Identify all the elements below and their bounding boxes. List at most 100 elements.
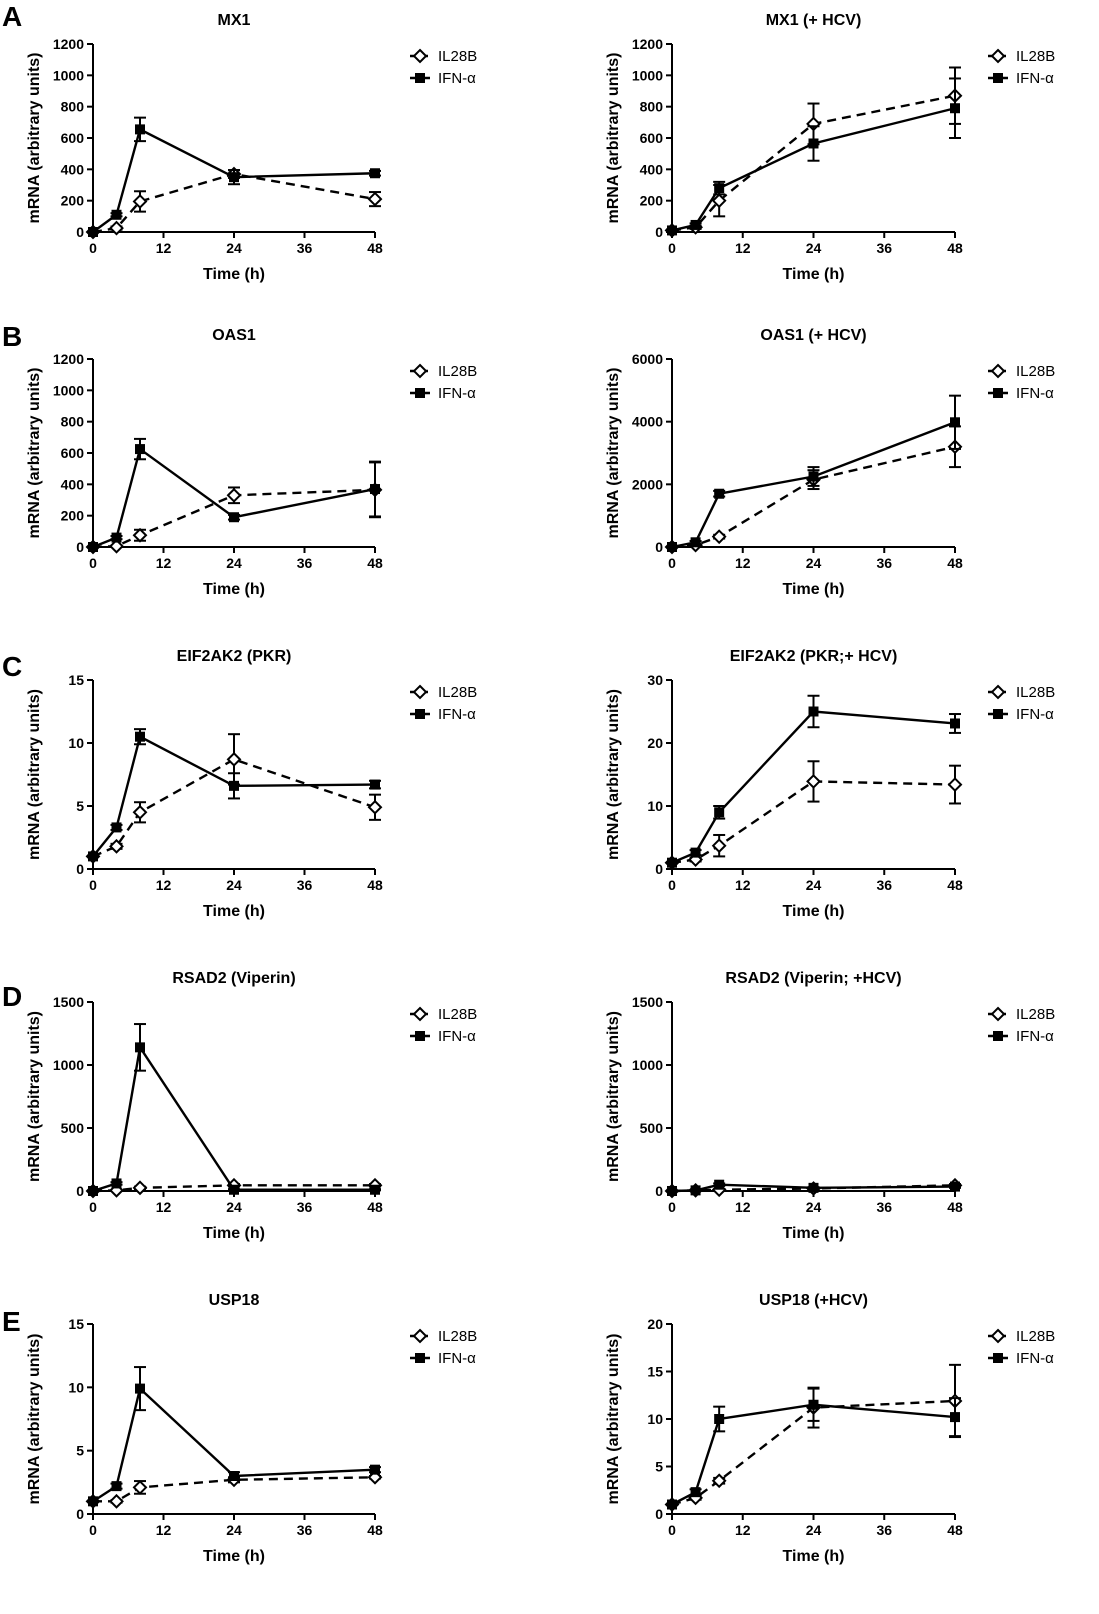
y-tick-label: 5 — [76, 798, 84, 814]
data-point-ifn — [714, 807, 725, 818]
data-point-ifn — [135, 731, 145, 742]
data-point-ifn — [714, 1179, 725, 1190]
legend-label-il28b: IL28B — [438, 363, 477, 380]
data-point-ifn — [667, 857, 677, 868]
data-point-ifn — [690, 537, 701, 548]
data-point-il28b — [711, 1473, 727, 1489]
chart-title: MX1 — [218, 12, 251, 29]
legend-label-il28b: IL28B — [1016, 1006, 1055, 1023]
y-tick-label: 6000 — [632, 351, 663, 367]
chart-8: RSAD2 (Viperin; +HCV) 0 500 1000 1500 0 12 24 36… — [605, 970, 1055, 1242]
legend-label-il28b: IL28B — [438, 1006, 477, 1023]
chart-4: OAS1 (+ HCV) 0 2000 4000 6000 0 12 24 36 48 Time (… — [605, 327, 1055, 598]
data-point-ifn — [950, 103, 960, 114]
x-tick-label: 48 — [947, 877, 963, 893]
data-point-ifn — [370, 168, 380, 179]
legend-label-ifn: IFN-α — [1016, 706, 1054, 723]
x-tick-label: 24 — [806, 240, 822, 256]
data-point-ifn — [714, 183, 725, 194]
x-tick-label: 36 — [297, 240, 313, 256]
chart-7: RSAD2 (Viperin) 0 500 1000 1500 0 12 24 36 48 Time… — [26, 970, 477, 1242]
data-point-ifn — [111, 532, 122, 543]
panel-letter-a: A — [2, 1, 22, 32]
chart-2: MX1 (+ HCV) 0 200 400 600 800 1000 1200 0 12 24 36 4… — [605, 12, 1055, 283]
y-tick-label: 20 — [647, 1316, 663, 1332]
legend-label-il28b: IL28B — [438, 1328, 477, 1345]
data-point-il28b — [132, 1479, 148, 1495]
x-tick-label: 24 — [226, 877, 242, 893]
y-tick-label: 10 — [647, 1411, 663, 1427]
y-axis-label: mRNA (arbitrary units) — [26, 368, 43, 539]
legend-marker-ifn — [415, 388, 425, 398]
panel-letter-e: E — [2, 1306, 21, 1337]
y-tick-label: 600 — [640, 130, 664, 146]
data-point-ifn — [135, 444, 145, 455]
y-tick-label: 15 — [68, 672, 84, 688]
data-point-il28b — [109, 1493, 124, 1509]
y-tick-label: 2000 — [632, 476, 663, 492]
x-tick-label: 48 — [947, 555, 963, 571]
y-tick-label: 0 — [76, 1506, 84, 1522]
y-axis-label: mRNA (arbitrary units) — [605, 368, 622, 539]
x-tick-label: 48 — [947, 240, 963, 256]
legend-label-ifn: IFN-α — [438, 1350, 476, 1367]
chart-1: MX1 0 200 400 600 800 1000 1200 0 12 24 36 48 Time (h… — [26, 12, 477, 283]
y-tick-label: 600 — [61, 445, 85, 461]
x-axis-label: Time (h) — [783, 903, 845, 920]
data-point-ifn — [88, 851, 98, 862]
y-tick-label: 1500 — [53, 994, 84, 1010]
x-tick-label: 36 — [876, 240, 892, 256]
y-tick-label: 800 — [640, 99, 664, 115]
x-tick-label: 0 — [89, 877, 97, 893]
y-tick-label: 30 — [647, 672, 663, 688]
x-tick-label: 36 — [297, 1199, 313, 1215]
legend-marker-ifn — [993, 388, 1003, 398]
data-point-ifn — [111, 1178, 122, 1189]
chart-title: RSAD2 (Viperin; +HCV) — [725, 970, 901, 987]
chart-5: EIF2AK2 (PKR) 0 5 10 15 0 12 24 36 48 Time (h) mRNA… — [26, 648, 477, 920]
data-point-ifn — [950, 1412, 960, 1423]
y-tick-label: 1200 — [632, 36, 663, 52]
x-tick-label: 36 — [876, 877, 892, 893]
legend-label-ifn: IFN-α — [438, 1028, 476, 1045]
x-tick-label: 36 — [297, 1522, 313, 1538]
y-axis-label: mRNA (arbitrary units) — [605, 1011, 622, 1182]
y-tick-label: 0 — [655, 1183, 663, 1199]
x-tick-label: 0 — [89, 240, 97, 256]
legend-marker-ifn — [415, 1031, 425, 1041]
data-point-ifn — [370, 1184, 380, 1195]
x-tick-label: 12 — [156, 1199, 172, 1215]
data-point-ifn — [690, 1185, 701, 1196]
data-point-ifn — [714, 488, 725, 499]
x-tick-label: 0 — [89, 1199, 97, 1215]
legend-marker-il28b — [990, 363, 1006, 379]
panel-letter-b: B — [2, 321, 22, 352]
chart-title: OAS1 (+ HCV) — [760, 327, 866, 344]
legend-label-il28b: IL28B — [1016, 48, 1055, 65]
y-axis-label: mRNA (arbitrary units) — [26, 1011, 43, 1182]
data-point-il28b — [711, 838, 727, 854]
panel-letter-c: C — [2, 651, 22, 682]
data-point-il28b — [132, 1180, 148, 1196]
x-tick-label: 12 — [735, 240, 751, 256]
data-point-ifn — [808, 1182, 819, 1193]
legend-marker-il28b — [990, 1328, 1006, 1344]
y-tick-label: 1000 — [53, 67, 84, 83]
data-point-il28b — [109, 838, 124, 854]
chart-10: USP18 (+HCV) 0 5 10 15 20 0 12 24 36 48 Time (h) mRN… — [605, 1292, 1055, 1565]
x-tick-label: 48 — [367, 1199, 383, 1215]
chart-title: USP18 — [209, 1292, 260, 1309]
data-point-ifn — [111, 822, 122, 833]
x-axis-label: Time (h) — [203, 581, 265, 598]
y-axis-label: mRNA (arbitrary units) — [26, 1334, 43, 1505]
legend-marker-il28b — [412, 48, 428, 64]
chart-3: OAS1 0 200 400 600 800 1000 1200 0 12 24 36 48 Time (… — [26, 327, 477, 598]
y-tick-label: 0 — [76, 1183, 84, 1199]
y-tick-label: 400 — [61, 161, 85, 177]
x-tick-label: 48 — [367, 1522, 383, 1538]
series-line-il28b — [92, 172, 376, 234]
data-point-il28b — [226, 487, 242, 503]
data-point-il28b — [109, 220, 124, 236]
legend-marker-il28b — [990, 48, 1006, 64]
